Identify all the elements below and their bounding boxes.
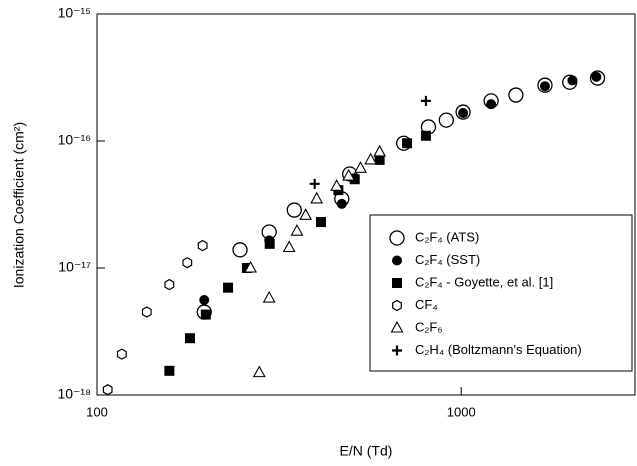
marker [252, 365, 266, 378]
marker [164, 365, 175, 376]
y-axis-label: Ionization Coefficient (cm²) [11, 122, 27, 288]
marker [342, 168, 356, 181]
marker [390, 320, 404, 333]
x-tick-label: 100 [86, 404, 108, 419]
marker [282, 240, 296, 253]
marker [392, 255, 402, 266]
marker [141, 306, 152, 318]
marker [539, 81, 550, 92]
marker [591, 71, 602, 82]
y-tick-label: 10⁻¹⁶ [58, 132, 91, 148]
marker [402, 138, 413, 149]
marker [116, 348, 127, 360]
y-tick-label: 10⁻¹⁵ [58, 5, 91, 21]
marker [349, 174, 360, 185]
legend-label: C₂F₄ (ATS) [415, 229, 479, 244]
marker [102, 384, 113, 396]
legend-label: C₂F₆ [415, 319, 443, 334]
marker [199, 294, 210, 305]
marker [486, 99, 497, 110]
marker [200, 309, 211, 320]
legend-label: C₂F₄ - Goyette, et al. [1] [415, 274, 553, 289]
marker [290, 224, 304, 236]
marker [392, 345, 402, 356]
marker [364, 152, 378, 165]
marker [567, 75, 578, 86]
marker [197, 239, 208, 252]
marker [309, 178, 320, 189]
x-axis-label: E/N (Td) [340, 443, 393, 459]
marker [164, 278, 175, 291]
legend-label: C₂H₄ (Boltzmann's Equation) [415, 342, 582, 357]
marker [223, 282, 234, 293]
marker [330, 179, 344, 191]
marker [392, 278, 402, 288]
marker [420, 130, 431, 141]
marker [182, 257, 193, 269]
marker [244, 260, 257, 273]
marker [392, 299, 402, 312]
marker [508, 87, 524, 103]
marker [336, 198, 347, 209]
marker [299, 208, 313, 220]
marker [232, 242, 248, 258]
plot-frame [96, 13, 636, 396]
marker [310, 191, 324, 204]
marker [458, 108, 469, 119]
marker [420, 95, 431, 106]
legend-box [369, 214, 633, 372]
y-tick-label: 10⁻¹⁸ [57, 386, 91, 402]
marker [184, 333, 195, 344]
y-tick-label: 10⁻¹⁷ [58, 259, 91, 275]
legend-label: CF₄ [415, 297, 438, 312]
marker [438, 112, 454, 128]
marker [389, 230, 405, 246]
marker [262, 290, 276, 303]
marker [354, 161, 367, 173]
marker [264, 238, 275, 249]
marker [374, 154, 385, 165]
marker [373, 144, 387, 157]
legend-label: C₂F₄ (SST) [415, 252, 480, 267]
x-tick-label: 1000 [447, 404, 476, 419]
marker [286, 202, 302, 218]
marker [315, 217, 326, 228]
